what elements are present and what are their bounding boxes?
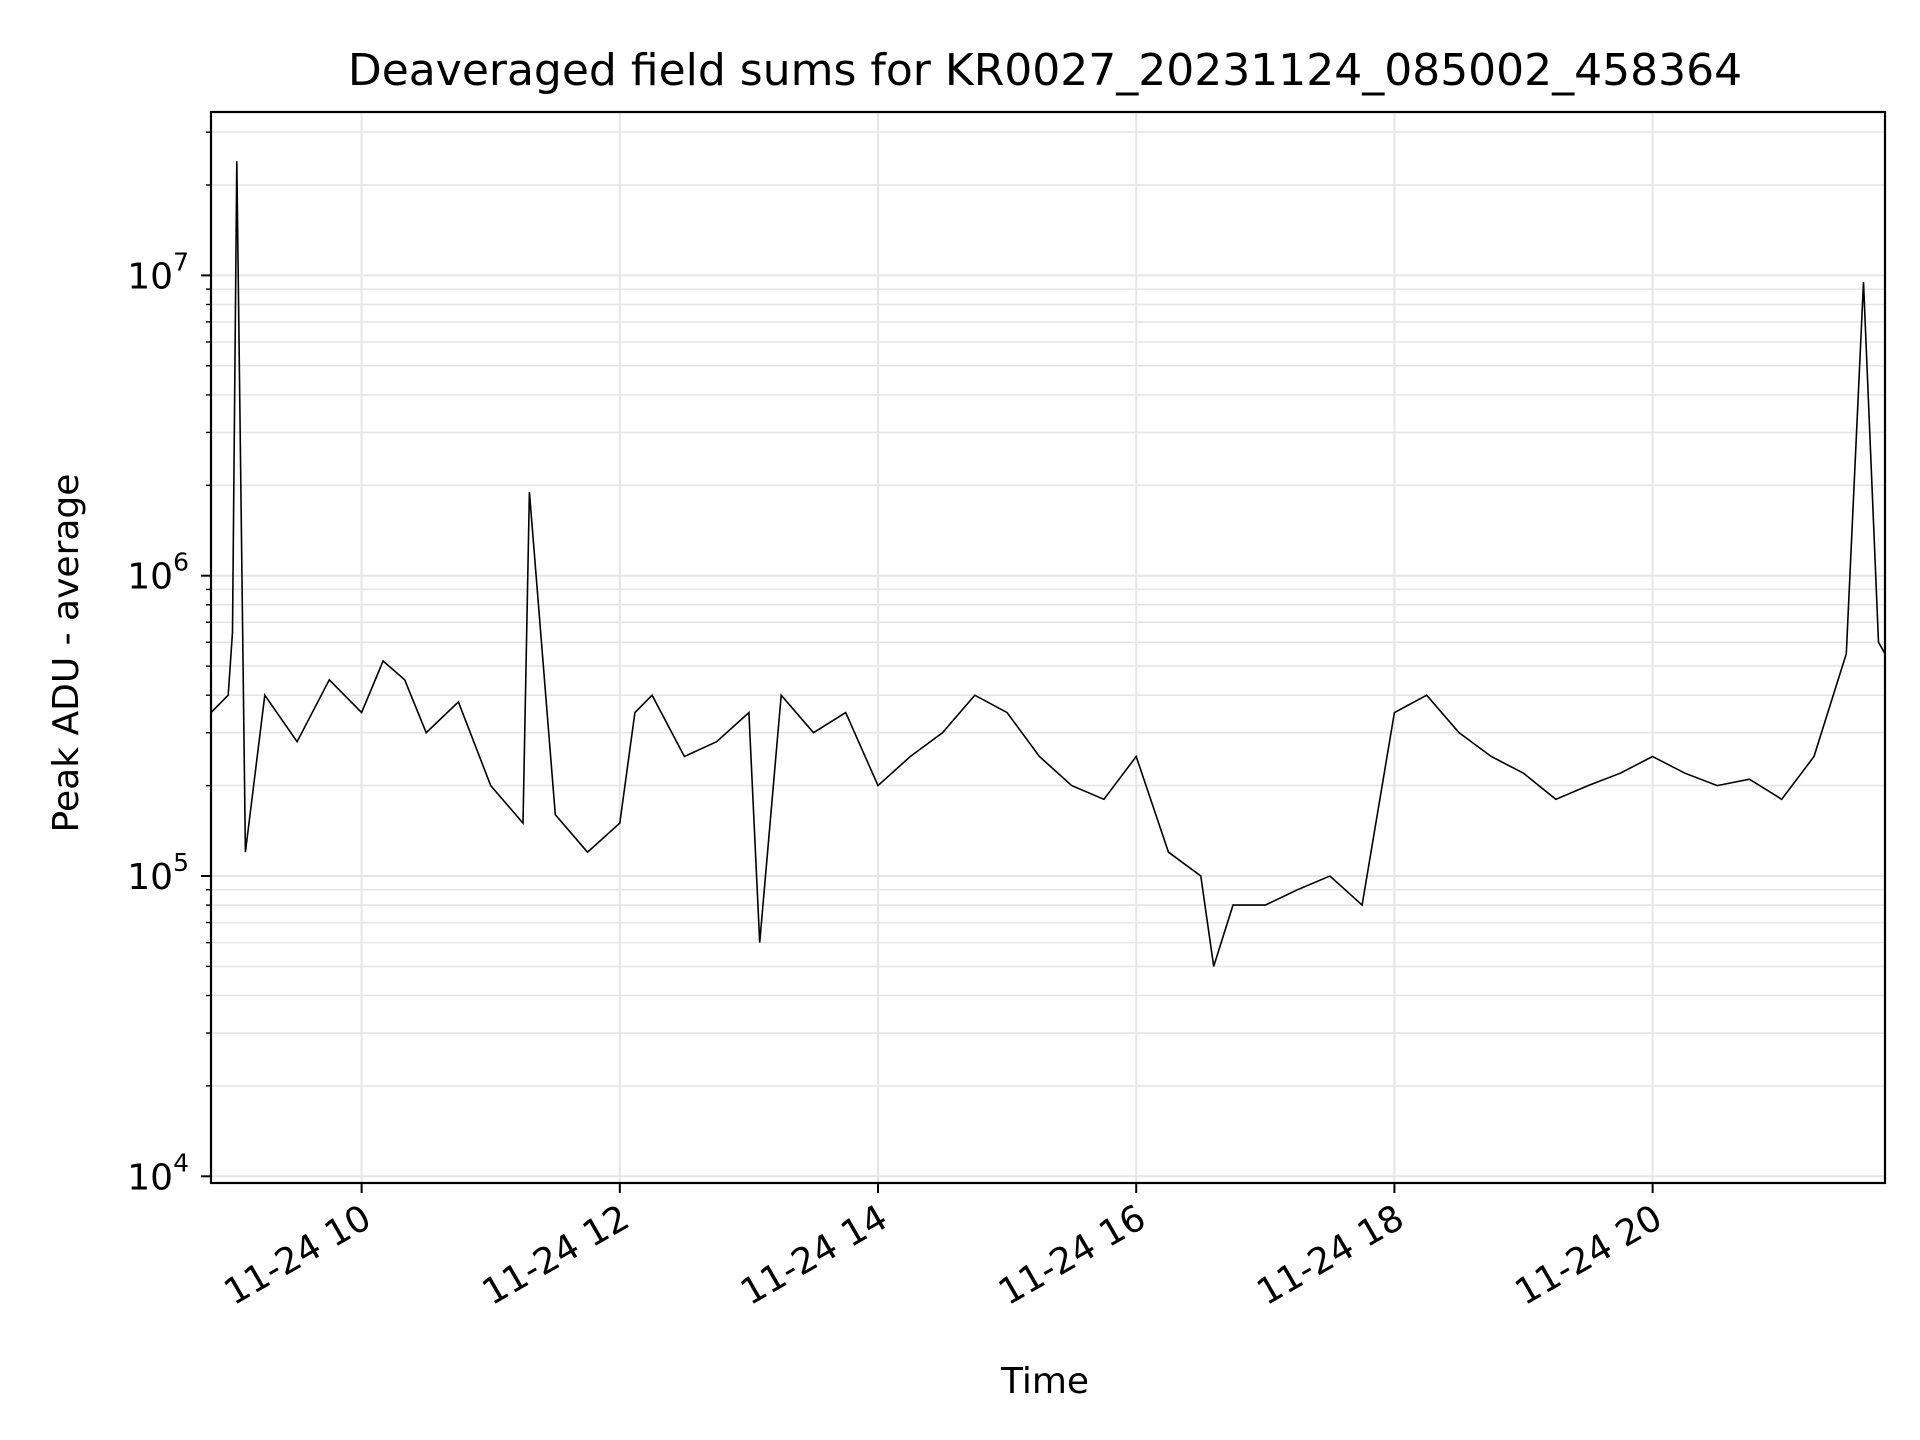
plot-frame [209,110,1887,1185]
grid-layer [211,112,1885,1183]
x-axis-label: Time [1000,1361,1089,1402]
y-tick-label: 106 [127,548,189,598]
series-line [210,161,1886,967]
chart-title: Deaveraged field sums for KR0027_2023112… [348,45,1742,96]
y-tick-label: 104 [127,1148,189,1198]
y-axis-label: Peak ADU - average [46,474,87,833]
series-layer [210,161,1886,967]
y-tick-label: 107 [127,247,189,297]
y-tick-label: 105 [127,848,189,898]
y-axis-ticks: 104 105 106 107 [127,131,211,1198]
